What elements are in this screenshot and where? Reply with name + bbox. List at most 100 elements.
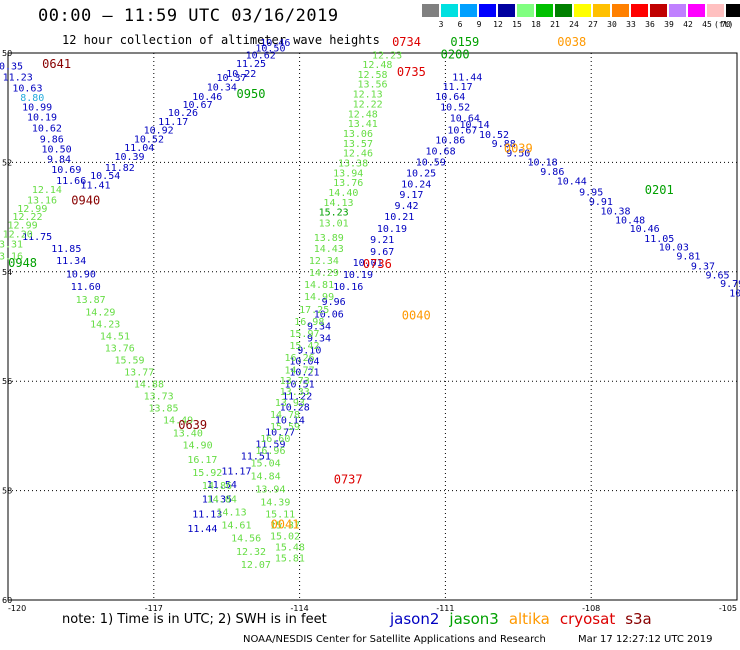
scale-swatch bbox=[479, 4, 496, 17]
wave-height-value: 10.99 bbox=[22, 103, 52, 114]
wave-height-value: 11.44 bbox=[452, 73, 482, 84]
wave-height-value: 13.40 bbox=[173, 429, 203, 440]
satellite-legend-item: cryosat bbox=[559, 610, 616, 628]
wave-height-value: 14.99 bbox=[304, 292, 334, 303]
wave-height-value: 10.69 bbox=[51, 165, 81, 176]
wave-height-value: 10.52 bbox=[134, 134, 164, 145]
wave-height-value: 10.16 bbox=[333, 282, 363, 293]
satellite-legend-item: altika bbox=[508, 610, 550, 628]
scale-tick-label: 70 bbox=[721, 20, 731, 29]
wave-height-value: 14.43 bbox=[314, 244, 344, 255]
scale-swatch bbox=[707, 4, 724, 17]
wave-height-value: 10.46 bbox=[192, 92, 222, 103]
pass-time-label: 0040 bbox=[402, 309, 431, 323]
pass-time-label: 0736 bbox=[363, 257, 392, 271]
longitude-tick-label: -111 bbox=[436, 604, 454, 613]
scale-swatch bbox=[555, 4, 572, 17]
wave-height-value: 11.34 bbox=[56, 256, 86, 267]
wave-height-value: 11.13 bbox=[192, 510, 222, 521]
map-subtitle: 12 hour collection of altimeter wave hei… bbox=[62, 33, 380, 47]
scale-tick-label: 39 bbox=[664, 20, 674, 29]
pass-time-label: 0041 bbox=[271, 518, 300, 532]
wave-height-value: 9.88 bbox=[492, 139, 516, 150]
wave-height-value: 10.54 bbox=[90, 171, 120, 182]
scale-swatch bbox=[612, 4, 629, 17]
wave-height-value: 14.49 bbox=[163, 416, 193, 427]
wave-height-value: 12.22 bbox=[353, 99, 383, 110]
wave-height-value: 10.01 bbox=[353, 258, 383, 269]
scale-tick-label: 30 bbox=[607, 20, 617, 29]
wave-height-value: 9.42 bbox=[394, 201, 418, 212]
wave-height-value: 10.38 bbox=[600, 207, 630, 218]
scale-tick-label: 21 bbox=[550, 20, 560, 29]
wave-height-value: 9.91 bbox=[589, 197, 613, 208]
wave-height-value: 17.25 bbox=[299, 305, 329, 316]
longitude-tick-label: -114 bbox=[291, 604, 309, 613]
wave-height-value: 15.23 bbox=[319, 208, 349, 219]
wave-height-value: 14.86 bbox=[202, 481, 232, 492]
pass-time-label: 0735 bbox=[397, 65, 426, 79]
satellite-legend-item: jason2 bbox=[390, 610, 440, 628]
wave-height-value: 16.98 bbox=[294, 317, 324, 328]
wave-height-value: 11.25 bbox=[236, 59, 266, 70]
wave-height-value: 11.41 bbox=[80, 180, 110, 191]
pass-time-label: 0737 bbox=[334, 473, 363, 487]
wave-height-value: 14.13 bbox=[217, 507, 247, 518]
wave-height-value: 9.86 bbox=[540, 167, 564, 178]
scale-swatch bbox=[422, 4, 439, 17]
wave-height-value: 10.48 bbox=[615, 215, 645, 226]
wave-height-value: 16.26 bbox=[285, 353, 315, 364]
wave-height-value: 10.64 bbox=[435, 92, 465, 103]
wave-height-value: 14.61 bbox=[221, 521, 251, 532]
wave-height-value: 11.59 bbox=[255, 440, 285, 451]
timestamp: Mar 17 12:27:12 UTC 2019 bbox=[578, 634, 713, 645]
wave-height-value: 10.50 bbox=[255, 44, 285, 55]
wave-height-value: 13.87 bbox=[76, 295, 106, 306]
wave-height-value: 15.92 bbox=[192, 468, 222, 479]
wave-height-value: 12.32 bbox=[236, 547, 266, 558]
wave-height-value: 11.51 bbox=[241, 452, 271, 463]
longitude-tick-label: -105 bbox=[719, 604, 737, 613]
wave-height-value: 15.42 bbox=[289, 341, 319, 352]
wave-height-value: 14.78 bbox=[270, 410, 300, 421]
wave-height-value: 10.19 bbox=[27, 113, 57, 124]
wave-height-value: 10.90 bbox=[66, 270, 96, 281]
pass-time-label: 0200 bbox=[441, 48, 470, 62]
longitude-tick-label: -117 bbox=[145, 604, 163, 613]
wave-height-value: 10.52 bbox=[479, 130, 509, 141]
wave-height-value: 9.84 bbox=[47, 155, 71, 166]
wave-height-value: 15.11 bbox=[265, 510, 295, 521]
wave-height-value: 13.94 bbox=[255, 485, 285, 496]
wave-height-value: 13.41 bbox=[348, 119, 378, 130]
satellite-legend-item: s3a bbox=[625, 610, 652, 628]
scale-tick-label: 24 bbox=[569, 20, 579, 29]
wave-height-value: 9.96 bbox=[322, 297, 346, 308]
wave-height-value: 13.73 bbox=[280, 376, 310, 387]
wave-height-value: 12.14 bbox=[32, 185, 62, 196]
wave-height-value: 13.73 bbox=[144, 392, 174, 403]
wave-height-value: 11.17 bbox=[221, 466, 251, 477]
wave-height-value: 13.33 bbox=[280, 387, 310, 398]
scale-swatch bbox=[574, 4, 591, 17]
wave-height-value: 12.48 bbox=[348, 109, 378, 120]
wave-height-value: 13.57 bbox=[343, 139, 373, 150]
satellite-legend: jason2 jason3 altika cryosat s3a bbox=[390, 610, 662, 628]
wave-height-value: 13.06 bbox=[343, 129, 373, 140]
scale-tick-label: 12 bbox=[493, 20, 503, 29]
wave-height-value: 9.81 bbox=[676, 251, 700, 262]
wave-height-value: 12.46 bbox=[343, 149, 373, 160]
wave-height-value: 15.48 bbox=[275, 542, 305, 553]
wave-height-value: 10.52 bbox=[440, 103, 470, 114]
wave-height-value: 14.56 bbox=[231, 534, 261, 545]
wave-height-value: 14.51 bbox=[100, 331, 130, 342]
scale-tick-label: 33 bbox=[626, 20, 636, 29]
wave-height-value: 13.94 bbox=[333, 168, 363, 179]
scale-swatch bbox=[650, 4, 667, 17]
pass-time-label: 0159 bbox=[450, 35, 479, 49]
latitude-tick-label: 58 bbox=[2, 487, 12, 496]
wave-height-value: 10.14 bbox=[275, 416, 305, 427]
scale-unit: (ft) bbox=[714, 20, 734, 29]
wave-height-value: 14.04 bbox=[207, 494, 237, 505]
wave-height-value: 11.35 bbox=[202, 494, 232, 505]
wave-height-value: 10.59 bbox=[416, 157, 446, 168]
